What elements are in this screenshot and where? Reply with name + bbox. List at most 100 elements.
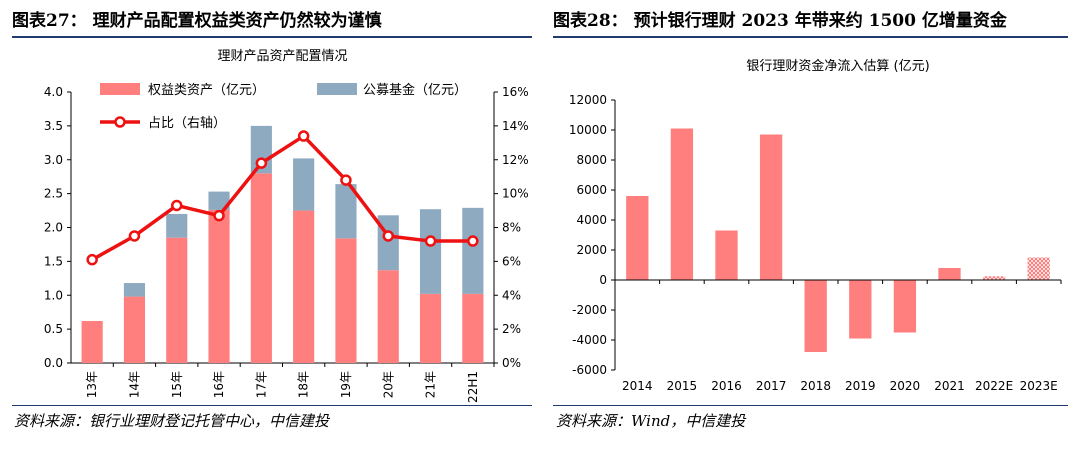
right-y-tick-label: 14% bbox=[502, 119, 529, 133]
left-y-tick-label: 3.5 bbox=[44, 119, 63, 133]
right-chart-y-tick-label: 10000 bbox=[569, 123, 607, 137]
legend-fund-swatch bbox=[317, 83, 357, 95]
right-chart-x-label: 2014 bbox=[622, 379, 653, 393]
left-panel-source: 资料来源：银行业理财登记托管中心，中信建投 bbox=[14, 412, 330, 430]
bar-equity bbox=[81, 320, 103, 363]
ratio-point bbox=[424, 235, 437, 247]
right-panel-heading: 图表28： 预计银行理财 2023 年带来约 1500 亿增量资金 bbox=[553, 11, 1007, 31]
ratio-point bbox=[213, 209, 225, 222]
flow-bar bbox=[759, 134, 783, 280]
x-tick-label: 18年 bbox=[297, 371, 311, 398]
bar-fund bbox=[293, 158, 315, 211]
left-y-tick-label: 1.5 bbox=[44, 254, 63, 268]
right-y-tick-label: 10% bbox=[502, 187, 529, 201]
flow-bar bbox=[893, 280, 917, 333]
bar-equity bbox=[166, 237, 188, 363]
bar-equity bbox=[419, 293, 442, 363]
right-y-tick-label: 8% bbox=[502, 221, 521, 235]
ratio-point bbox=[297, 130, 310, 142]
right-y-tick-label: 16% bbox=[502, 85, 529, 99]
right-chart-y-tick-label: -6000 bbox=[572, 363, 607, 377]
legend-fund-label: 公募基金（亿元） bbox=[363, 82, 467, 98]
legend-ratio-marker bbox=[114, 116, 126, 128]
flow-bar bbox=[670, 128, 694, 280]
flow-bar bbox=[1027, 257, 1050, 280]
x-tick-label: 16年 bbox=[212, 371, 226, 398]
right-chart-y-tick-label: 0 bbox=[599, 273, 607, 287]
right-y-tick-label: 4% bbox=[502, 288, 521, 302]
right-chart-y-tick-label: 8000 bbox=[576, 153, 607, 167]
x-tick-label: 22H1 bbox=[466, 371, 480, 403]
bar-equity bbox=[293, 210, 315, 363]
right-chart-x-label: 2023E bbox=[1020, 379, 1058, 393]
ratio-point bbox=[255, 157, 268, 169]
right-chart-y-tick-label: -4000 bbox=[572, 333, 607, 347]
bar-equity bbox=[208, 209, 230, 363]
x-tick-label: 15年 bbox=[170, 371, 184, 398]
left-panel-heading: 图表27： 理财产品配置权益类资产仍然较为谨慎 bbox=[12, 11, 382, 31]
right-chart-title: 银行理财资金净流入估算 (亿元) bbox=[746, 58, 929, 74]
bar-fund bbox=[208, 191, 230, 210]
right-y-tick-label: 0% bbox=[502, 356, 521, 370]
flow-bar bbox=[804, 280, 827, 352]
right-chart-x-label: 2016 bbox=[711, 379, 742, 393]
left-y-tick-label: 0.0 bbox=[44, 356, 63, 370]
legend-equity-label: 权益类资产（亿元） bbox=[148, 82, 265, 98]
bar-equity bbox=[335, 238, 357, 363]
left-y-tick-label: 2.0 bbox=[44, 221, 63, 235]
right-chart-y-tick-label: 6000 bbox=[576, 183, 607, 197]
right-chart-x-label: 2020 bbox=[890, 379, 921, 393]
bar-fund bbox=[123, 283, 146, 297]
right-chart-y-tick-label: 4000 bbox=[576, 213, 607, 227]
ratio-point bbox=[340, 174, 352, 186]
left-y-tick-label: 1.0 bbox=[44, 288, 63, 302]
bar-equity bbox=[250, 173, 272, 363]
right-y-tick-label: 2% bbox=[502, 322, 521, 336]
right-chart-x-label: 2022E bbox=[975, 379, 1013, 393]
ratio-point bbox=[382, 230, 394, 242]
right-chart-x-label: 2018 bbox=[800, 379, 831, 393]
flow-bar bbox=[938, 268, 961, 280]
x-tick-label: 13年 bbox=[85, 371, 99, 398]
legend-equity-swatch bbox=[100, 83, 140, 95]
bar-fund bbox=[462, 207, 484, 294]
ratio-point bbox=[171, 199, 183, 212]
x-tick-label: 19年 bbox=[339, 371, 353, 398]
left-chart: 理财产品资产配置情况 0.0 0.5 1.0 1.5 2.0 2.5 3.0 3.5 4.0 0% 2… bbox=[44, 49, 529, 403]
ratio-point bbox=[128, 230, 141, 242]
right-y-tick-label: 6% bbox=[502, 254, 521, 268]
ratio-line bbox=[91, 134, 473, 262]
right-panel-rule bbox=[553, 36, 1068, 38]
right-chart-x-label: 2015 bbox=[667, 379, 698, 393]
flow-bar bbox=[626, 196, 649, 280]
right-source-rule bbox=[553, 405, 1068, 406]
left-y-tick-label: 4.0 bbox=[44, 85, 63, 99]
x-tick-label: 17年 bbox=[254, 371, 268, 398]
right-panel-source: 资料来源：Wind，中信建投 bbox=[556, 412, 746, 430]
right-chart-y-tick-label: 12000 bbox=[569, 93, 607, 107]
left-y-tick-label: 0.5 bbox=[44, 322, 63, 336]
bar-fund bbox=[419, 209, 442, 294]
bar-equity bbox=[123, 296, 146, 363]
left-chart-title: 理财产品资产配置情况 bbox=[217, 49, 347, 64]
right-chart-x-label: 2021 bbox=[934, 379, 965, 393]
bar-equity bbox=[462, 293, 484, 363]
flow-bar bbox=[982, 276, 1006, 280]
left-panel-rule bbox=[12, 36, 532, 38]
left-source-rule bbox=[12, 405, 532, 406]
right-chart-x-label: 2017 bbox=[756, 379, 787, 393]
ratio-point bbox=[86, 253, 98, 266]
left-y-tick-label: 2.5 bbox=[44, 187, 63, 201]
x-tick-label: 14年 bbox=[127, 371, 141, 398]
x-tick-label: 20年 bbox=[381, 371, 395, 398]
legend-ratio-label: 占比（右轴） bbox=[148, 116, 226, 131]
bar-fund bbox=[166, 213, 188, 238]
ratio-point bbox=[467, 235, 479, 247]
right-chart-y-tick-label: 2000 bbox=[576, 243, 607, 257]
right-y-tick-label: 12% bbox=[502, 153, 529, 167]
right-chart: 银行理财资金净流入估算 (亿元) -6000 -4000 -2000 0 2000 4000… bbox=[569, 58, 1062, 393]
x-tick-label: 21年 bbox=[424, 371, 438, 398]
left-y-tick-label: 3.0 bbox=[44, 153, 63, 167]
bar-fund bbox=[335, 184, 357, 239]
flow-bar bbox=[715, 230, 738, 280]
